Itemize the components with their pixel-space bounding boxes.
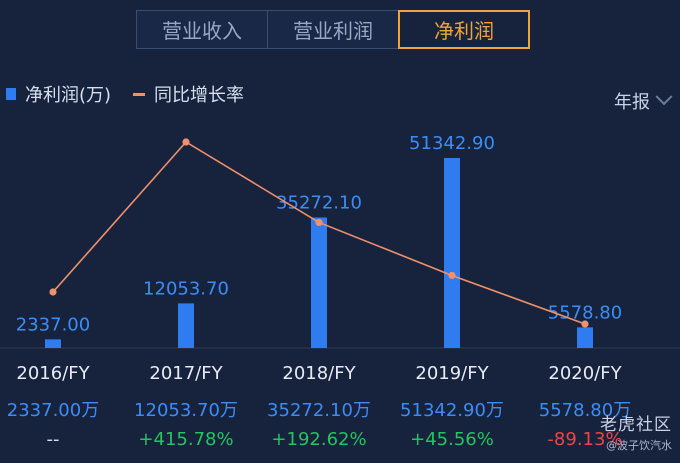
year-label: 2019/FY xyxy=(415,363,489,384)
legend-label-net-profit: 净利润(万) xyxy=(25,85,112,106)
bar-2016/FY xyxy=(45,339,61,348)
growth-row: -- +415.78% +192.62% +45.56% -89.13% xyxy=(0,429,680,453)
bar-label-2019/FY: 51342.90 xyxy=(409,133,495,154)
year-label: 2020/FY xyxy=(548,363,622,384)
year-label: 2016/FY xyxy=(16,363,90,384)
legend-item-net-profit[interactable]: 净利润(万) xyxy=(6,81,111,107)
legend-label-growth: 同比增长率 xyxy=(154,85,245,106)
bar-label-2018/FY: 35272.10 xyxy=(276,192,362,213)
growth-point-2020/FY xyxy=(581,320,589,328)
value-label: 35272.10万 xyxy=(267,400,371,421)
growth-point-2018/FY xyxy=(315,218,323,227)
period-dropdown[interactable]: 年报 xyxy=(614,88,673,114)
tab-net-profit[interactable]: 净利润 xyxy=(398,10,530,49)
bar-2020/FY xyxy=(577,327,593,348)
growth-point-2019/FY xyxy=(448,271,456,280)
growth-point-2016/FY xyxy=(49,288,57,296)
value-row: 2337.00万 12053.70万 35272.10万 51342.90万 5578.… xyxy=(0,396,680,421)
value-label: 51342.90万 xyxy=(400,400,504,421)
year-row: 2016/FY 2017/FY 2018/FY 2019/FY 2020/FY xyxy=(0,363,680,387)
tab-operating-profit[interactable]: 营业利润 xyxy=(267,10,399,49)
growth-label: +45.56% xyxy=(410,429,494,450)
growth-label: -- xyxy=(46,429,60,450)
growth-label: -89.13% xyxy=(547,429,623,450)
bar-label-2020/FY: 5578.80 xyxy=(548,302,622,323)
year-label: 2018/FY xyxy=(282,363,356,384)
line-swatch-icon xyxy=(133,92,146,96)
bar-label-2017/FY: 12053.70 xyxy=(143,278,229,299)
value-label: 12053.70万 xyxy=(134,400,238,421)
tab-revenue[interactable]: 营业收入 xyxy=(136,10,268,49)
growth-label: +192.62% xyxy=(271,429,367,450)
bar-label-2016/FY: 2337.00 xyxy=(16,314,90,335)
watermark-site: 老虎社区 xyxy=(600,415,672,435)
value-label: 2337.00万 xyxy=(6,400,100,421)
bar-2018/FY xyxy=(311,217,327,348)
watermark: 老虎社区 @波子饮汽水 xyxy=(600,410,672,453)
growth-point-2017/FY xyxy=(182,138,190,146)
year-label: 2017/FY xyxy=(149,363,223,384)
metric-tabs: 营业收入 营业利润 净利润 xyxy=(136,10,530,49)
legend-item-growth[interactable]: 同比增长率 xyxy=(133,81,244,107)
chart-legend: 净利润(万) 同比增长率 xyxy=(6,81,266,107)
period-label: 年报 xyxy=(614,92,650,113)
bar-swatch-icon xyxy=(6,88,16,100)
bar-2017/FY xyxy=(178,303,194,348)
watermark-user: @波子饮汽水 xyxy=(606,439,672,452)
value-label: 5578.80万 xyxy=(538,400,632,421)
bar-2019/FY xyxy=(444,158,460,348)
growth-label: +415.78% xyxy=(138,429,234,450)
